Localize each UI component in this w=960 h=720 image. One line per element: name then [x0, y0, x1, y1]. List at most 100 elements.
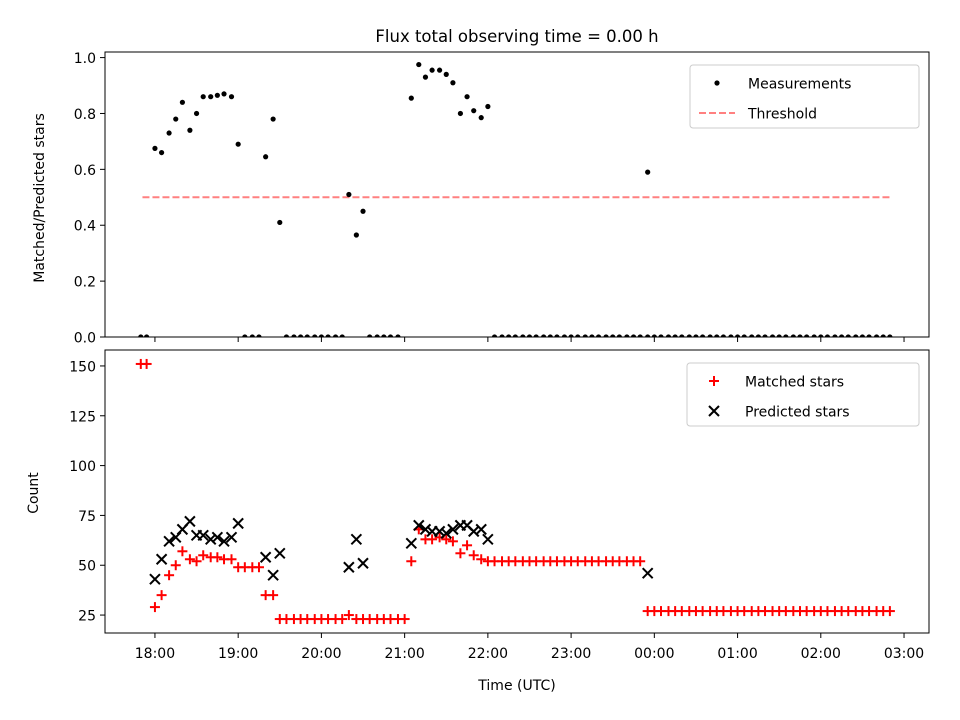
measurement-point — [332, 334, 339, 337]
x-tick-label: 23:00 — [551, 646, 591, 662]
measurement-point — [804, 334, 810, 337]
measurement-point — [797, 334, 803, 337]
bottom-y-axis-label: Count — [26, 472, 42, 514]
measurement-point — [256, 334, 262, 337]
measurement-point — [339, 334, 345, 337]
measurement-point — [859, 334, 866, 337]
x-tick-label: 02:00 — [801, 646, 841, 662]
measurement-point — [714, 334, 720, 337]
measurement-point — [873, 334, 880, 337]
top-y-axis-label: Matched/Predicted stars — [32, 113, 48, 283]
matched-stars-marker — [399, 614, 410, 625]
matched-stars-marker — [164, 570, 175, 581]
matched-stars-marker — [198, 550, 209, 561]
matched-stars-marker — [884, 606, 895, 617]
measurement-point — [491, 334, 498, 337]
measurement-point — [845, 334, 851, 337]
top-plot-area — [138, 61, 893, 337]
top-y-tick-label: 0.8 — [74, 107, 96, 123]
bottom-legend: Matched stars Predicted stars — [686, 362, 920, 427]
top-y-tick-label: 0.2 — [74, 275, 96, 291]
bottom-y-tick-label: 100 — [69, 459, 96, 475]
predicted-stars-marker — [267, 569, 279, 581]
predicted-stars-marker — [197, 529, 209, 542]
x-tick-label: 00:00 — [634, 646, 674, 662]
measurement-point — [395, 334, 401, 337]
measurement-point — [672, 334, 678, 337]
measurement-point — [839, 334, 845, 337]
bottom-y-tick-label: 75 — [78, 509, 96, 525]
predicted-stars-marker — [413, 519, 425, 532]
measurement-point — [228, 94, 235, 100]
bottom-y-tick-label: 25 — [78, 609, 96, 625]
top-y-tick-label: 0.0 — [74, 331, 96, 347]
x-tick-label: 01:00 — [717, 646, 757, 662]
measurement-point — [734, 334, 741, 337]
measurement-point — [526, 334, 533, 337]
measurement-point — [221, 91, 227, 97]
measurement-point — [387, 334, 394, 337]
predicted-stars-marker — [149, 573, 161, 585]
measurement-point — [776, 334, 782, 337]
measurement-point — [450, 80, 456, 86]
predicted-stars-marker — [274, 547, 286, 559]
measurement-point — [312, 334, 318, 337]
measurement-point — [533, 334, 539, 337]
top-y-tick-label: 1.0 — [74, 51, 96, 67]
measurement-point — [457, 110, 464, 117]
predicted-stars-marker — [259, 551, 272, 563]
matched-stars-marker — [226, 554, 237, 565]
predicted-stars-marker — [155, 553, 168, 565]
measurement-point — [686, 334, 692, 337]
x-tick-label: 19:00 — [218, 646, 258, 662]
measurement-point — [408, 95, 414, 101]
measurement-point — [471, 108, 477, 114]
measurement-point — [200, 94, 206, 100]
measurement-point — [499, 334, 505, 337]
matched-stars-marker — [343, 610, 354, 621]
measurement-point — [637, 334, 643, 337]
measurement-point — [651, 334, 657, 337]
measurement-point — [416, 61, 422, 68]
predicted-stars-marker — [343, 561, 355, 573]
matched-stars-marker — [191, 556, 202, 567]
measurement-point — [297, 334, 304, 337]
measurement-point — [880, 334, 886, 337]
measurement-point — [353, 232, 359, 238]
legend-label: Predicted stars — [745, 405, 850, 421]
measurement-point — [270, 116, 276, 122]
measurement-point — [166, 130, 172, 136]
matched-stars-marker — [268, 590, 279, 601]
predicted-stars-marker — [225, 531, 238, 544]
measurement-point — [208, 94, 214, 100]
predicted-stars-marker — [163, 535, 175, 548]
measurement-point — [422, 74, 429, 80]
predicted-stars-marker — [218, 535, 230, 548]
matched-stars-marker — [141, 358, 152, 369]
measurement-point — [790, 334, 796, 337]
measurement-point — [645, 169, 651, 175]
x-tick-label: 18:00 — [135, 646, 175, 662]
measurement-point — [700, 334, 706, 337]
measurement-point — [367, 334, 373, 337]
measurement-point — [707, 334, 713, 337]
measurement-point — [235, 141, 241, 147]
bottom-axes-frame — [104, 349, 930, 634]
predicted-stars-marker — [357, 557, 369, 569]
measurement-point — [179, 99, 186, 105]
legend-marker-x — [708, 405, 720, 417]
matched-stars-marker — [468, 550, 479, 561]
measurement-point — [762, 334, 768, 337]
measurement-point — [749, 334, 755, 337]
measurement-point — [520, 334, 526, 337]
measurement-point — [603, 334, 609, 337]
measurement-point — [568, 334, 574, 337]
matched-stars-marker — [441, 534, 452, 545]
x-tick-label: 20:00 — [301, 646, 341, 662]
measurement-point — [304, 334, 310, 337]
measurement-point — [138, 334, 144, 337]
measurement-point — [541, 334, 547, 337]
measurement-point — [152, 145, 158, 151]
measurement-point — [616, 334, 622, 337]
measurement-point — [214, 92, 220, 98]
